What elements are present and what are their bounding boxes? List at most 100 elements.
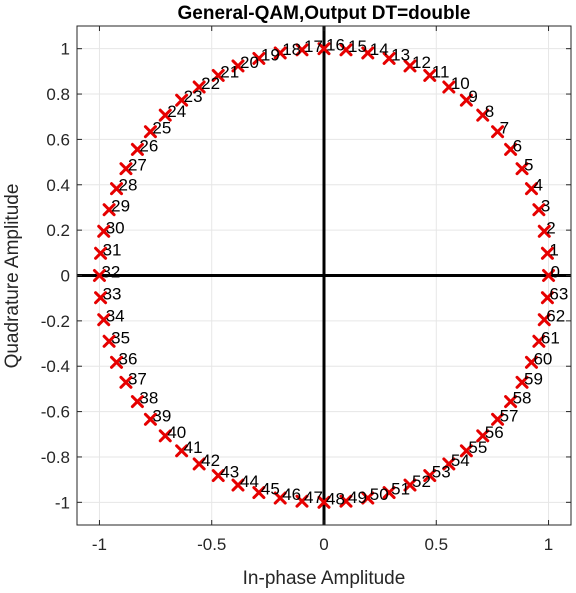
y-tick-label: -1 (55, 493, 70, 512)
symbol-marker (192, 457, 206, 471)
symbol-label: 38 (139, 389, 158, 408)
symbol-marker (442, 457, 456, 471)
symbol-label: 18 (282, 40, 301, 59)
x-tick-label: -1 (92, 535, 107, 554)
symbol-label: 62 (546, 307, 565, 326)
symbol-label: 30 (106, 218, 125, 237)
y-tick-label: -0.2 (41, 312, 70, 331)
symbol-marker (423, 68, 437, 82)
symbol-label: 29 (111, 197, 130, 216)
symbol-marker (130, 142, 144, 156)
symbol-label: 60 (533, 349, 552, 368)
symbol-marker (339, 494, 353, 508)
symbol-marker (537, 313, 551, 327)
x-tick-label: 1 (544, 535, 553, 554)
symbol-marker (252, 486, 266, 500)
symbol-marker (540, 246, 554, 260)
symbol-marker (540, 291, 554, 305)
symbol-label: 13 (391, 45, 410, 64)
zero-axis-lines (77, 26, 571, 525)
symbol-marker (524, 355, 538, 369)
symbol-marker (119, 162, 133, 176)
symbol-marker (273, 491, 287, 505)
symbol-label: 36 (119, 349, 138, 368)
symbol-marker (491, 412, 505, 426)
symbol-label: 46 (282, 485, 301, 504)
symbol-label: 53 (432, 463, 451, 482)
symbol-label: 63 (549, 285, 568, 304)
symbol-marker (143, 412, 157, 426)
symbol-label: 1 (549, 240, 558, 259)
symbol-label: 17 (304, 37, 323, 56)
y-tick-label: 0 (61, 267, 70, 286)
symbol-label: 26 (139, 136, 158, 155)
symbol-label: 0 (551, 263, 560, 282)
symbol-markers (92, 42, 556, 509)
symbol-marker (382, 51, 396, 65)
symbol-label: 54 (451, 451, 470, 470)
y-tick-label: 0.6 (46, 130, 70, 149)
symbol-label: 31 (103, 240, 122, 259)
symbol-marker (423, 469, 437, 483)
symbol-label: 20 (240, 53, 259, 72)
symbol-marker (158, 108, 172, 122)
symbol-marker (515, 162, 529, 176)
symbol-label: 27 (128, 156, 147, 175)
symbol-marker (175, 444, 189, 458)
symbol-label: 23 (184, 87, 203, 106)
symbol-marker (192, 80, 206, 94)
symbol-label: 7 (500, 119, 509, 138)
x-tick-labels: -1 -0.5 0 0.5 1 (92, 535, 553, 554)
symbol-marker (295, 494, 309, 508)
symbol-marker (476, 108, 490, 122)
symbol-label: 58 (513, 389, 532, 408)
symbol-labels: 0123456789101112131415161718192021222324… (101, 36, 568, 509)
x-tick-label: 0.5 (424, 535, 448, 554)
symbol-label: 61 (541, 328, 560, 347)
symbol-marker (403, 478, 417, 492)
symbol-label: 43 (220, 463, 239, 482)
symbol-label: 51 (391, 480, 410, 499)
symbol-label: 57 (500, 406, 519, 425)
symbol-marker (532, 334, 546, 348)
symbol-label: 16 (326, 36, 345, 55)
symbol-marker (442, 80, 456, 94)
symbol-marker (143, 125, 157, 139)
symbol-marker (231, 59, 245, 73)
symbol-marker (92, 269, 106, 282)
chart-title: General-QAM,Output DT=double (178, 3, 471, 24)
symbol-label: 8 (485, 102, 494, 121)
symbol-label: 2 (546, 218, 555, 237)
y-tick-label: -0.8 (41, 448, 70, 467)
y-tick-label: 0.2 (46, 221, 70, 240)
symbol-marker (110, 355, 124, 369)
symbol-label: 28 (119, 176, 138, 195)
symbol-marker (542, 269, 556, 282)
symbol-label: 50 (370, 485, 389, 504)
symbol-marker (252, 51, 266, 65)
symbol-marker (504, 395, 518, 409)
symbol-marker (532, 203, 546, 217)
symbol-label: 49 (348, 488, 367, 507)
symbol-marker (491, 125, 505, 139)
symbol-label: 35 (111, 328, 130, 347)
symbol-marker (211, 68, 225, 82)
symbol-marker (339, 43, 353, 57)
symbol-marker (102, 203, 116, 217)
y-tick-label: 0.4 (46, 176, 70, 195)
symbol-marker (317, 42, 331, 56)
symbol-label: 37 (128, 369, 147, 388)
symbol-label: 19 (261, 45, 280, 64)
symbol-label: 52 (412, 472, 431, 491)
symbol-label: 48 (326, 489, 345, 508)
symbol-label: 56 (485, 423, 504, 442)
symbol-label: 9 (468, 87, 477, 106)
symbol-label: 14 (370, 40, 389, 59)
symbol-label: 6 (513, 136, 522, 155)
symbol-marker (94, 291, 108, 305)
symbol-label: 15 (348, 37, 367, 56)
x-axis-label: In-phase Amplitude (243, 568, 406, 589)
symbol-marker (515, 375, 529, 389)
symbol-label: 4 (533, 176, 542, 195)
symbol-marker (459, 93, 473, 107)
